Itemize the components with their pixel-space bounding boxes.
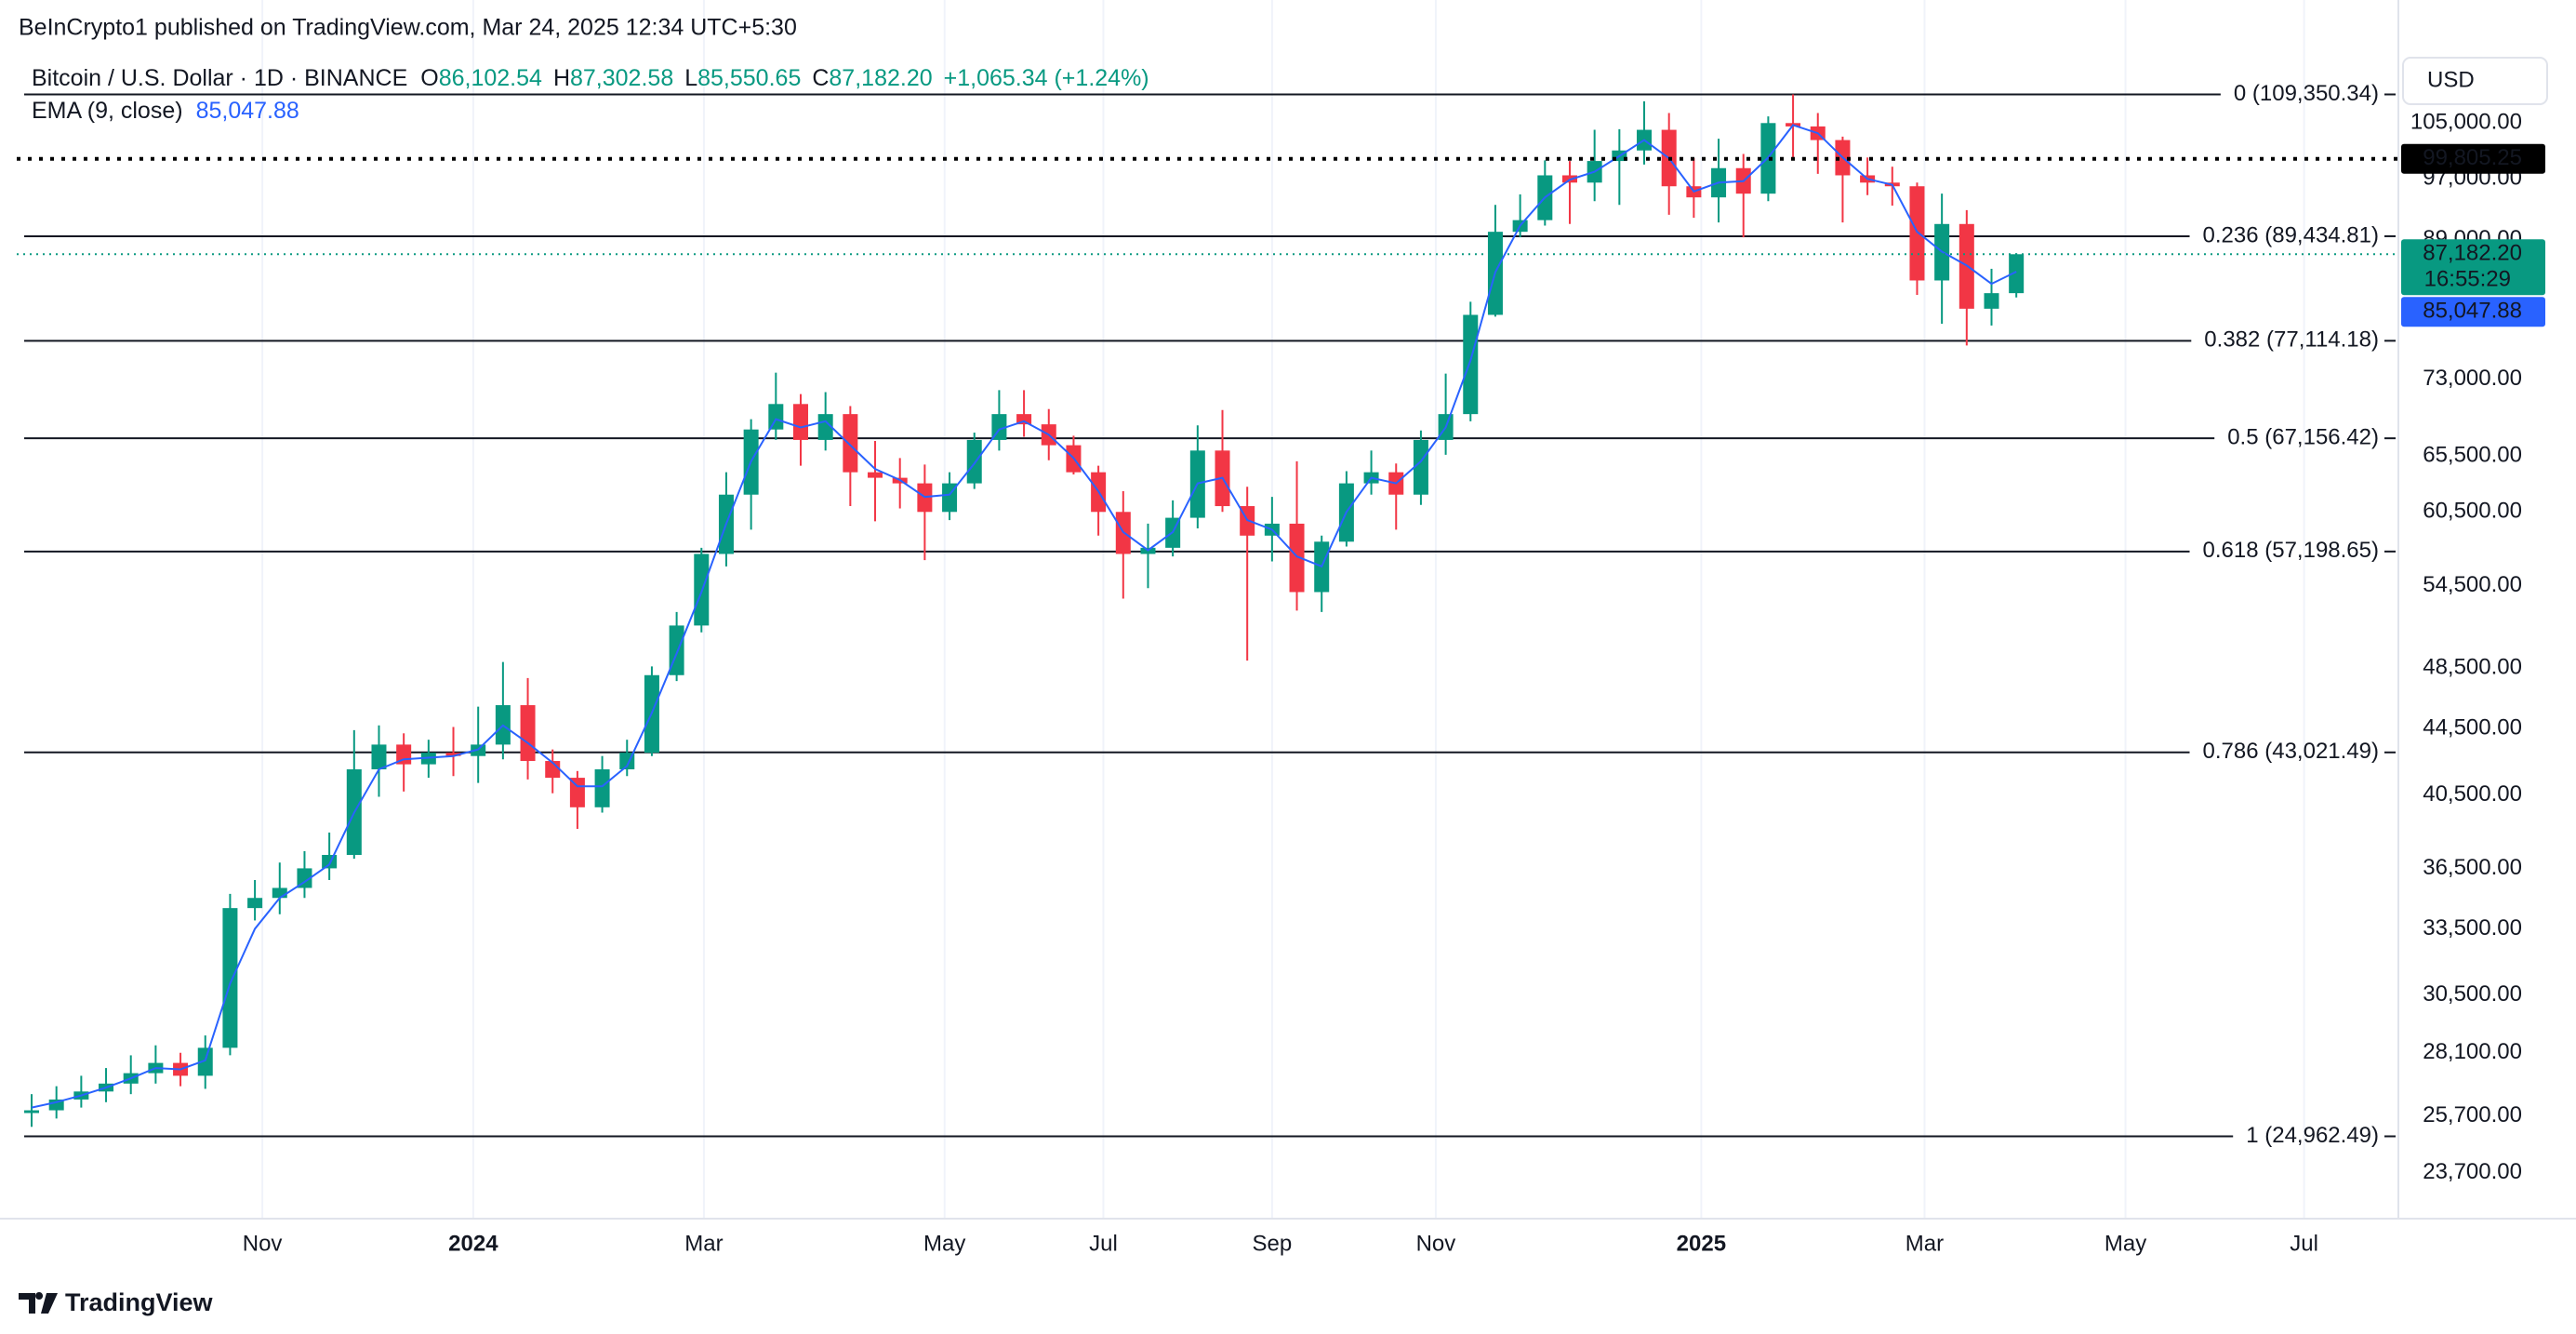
price-tag-countdown: 16:55:29 [2424, 267, 2511, 292]
candle-body [868, 472, 883, 478]
candle-body [817, 414, 833, 440]
x-tick-label: Jul [1089, 1231, 1118, 1256]
tv-logo-text: TradingView [65, 1288, 214, 1316]
price-tag [2401, 143, 2545, 174]
candle-body [48, 1099, 64, 1111]
price-tag [2401, 297, 2545, 327]
candle-body [322, 855, 338, 869]
ema-legend: EMA (9, close) 85,047.88 [32, 98, 299, 124]
price-tag-label: 87,182.20 [2423, 241, 2522, 266]
ema-name: EMA (9, close) [32, 98, 183, 124]
tv-logo-icon [19, 1292, 58, 1314]
candle-body [2009, 254, 2025, 294]
y-tick-label: 54,500.00 [2423, 572, 2522, 597]
candle-body [1016, 414, 1032, 425]
y-tick-label: 28,100.00 [2423, 1039, 2522, 1064]
price-tag-label: 85,047.88 [2423, 299, 2522, 324]
ema-value: 85,047.88 [196, 98, 299, 124]
ohlc-value: 85,550.65 [697, 65, 801, 91]
y-tick-label: 60,500.00 [2423, 499, 2522, 524]
ohlc-key: O [420, 65, 438, 91]
x-tick-label: Nov [1416, 1231, 1456, 1256]
price-tag-label: 99,805.25 [2423, 145, 2522, 170]
candle-body [222, 908, 238, 1048]
y-tick-label: 23,700.00 [2423, 1159, 2522, 1184]
level-label: 0.5 (67,156.42) [2227, 424, 2379, 449]
y-tick-label: 73,000.00 [2423, 366, 2522, 391]
price-tag [2401, 239, 2545, 296]
x-tick-label: Nov [243, 1231, 283, 1256]
fib-levels: 0 (109,350.34) 0.236 (89,434.81) 0.382 (77… [24, 81, 2396, 1148]
level-label: 0.382 (77,114.18) [2204, 327, 2379, 353]
candle-body [24, 1110, 40, 1114]
x-tick-label: Jul [2290, 1231, 2318, 1256]
candle-body [569, 778, 585, 807]
candle-body [1984, 293, 1999, 309]
candle-body [445, 753, 461, 756]
y-tick-label: 40,500.00 [2423, 781, 2522, 807]
x-tick-label: 2025 [1677, 1231, 1726, 1256]
x-tick-label: Mar [684, 1231, 723, 1256]
candle-body [1413, 439, 1428, 495]
y-tick-label: 30,500.00 [2423, 981, 2522, 1007]
candle-body [247, 898, 263, 909]
level-label: 1 (24,962.49) [2246, 1123, 2379, 1148]
ohlc-key: C [812, 65, 829, 91]
candle-body [197, 1047, 213, 1076]
y-tick-label: 105,000.00 [2410, 110, 2522, 135]
candle-body [966, 439, 982, 484]
y-tick-label: 48,500.00 [2423, 654, 2522, 679]
x-tick-label: May [2105, 1231, 2146, 1256]
ohlc-value: 87,182.20 [829, 65, 932, 91]
candle-body [1909, 186, 1925, 281]
y-tick-label: 44,500.00 [2423, 715, 2522, 740]
candle-body [1289, 523, 1305, 593]
change: +1,065.34 (+1.24%) [944, 65, 1149, 91]
level-label: 0.618 (57,198.65) [2203, 538, 2379, 563]
x-tick-label: Sep [1253, 1231, 1293, 1256]
x-tick-label: Mar [1905, 1231, 1944, 1256]
y-tick-label: 36,500.00 [2423, 855, 2522, 880]
x-tick-label: 2024 [448, 1231, 498, 1256]
level-label: 0 (109,350.34) [2234, 81, 2379, 106]
tv-logo: TradingView [19, 1288, 214, 1316]
currency-box [2402, 57, 2548, 105]
published-note: BeInCrypto1 published on TradingView.com… [19, 15, 797, 41]
ohlc-key: L [684, 65, 697, 91]
ema-line [31, 124, 2017, 1109]
ohlc-key: H [553, 65, 570, 91]
y-tick-label: 25,700.00 [2423, 1102, 2522, 1127]
candle-body [843, 414, 858, 473]
candle-body [520, 705, 536, 762]
ohlc-value: 86,102.54 [439, 65, 542, 91]
candle-body [594, 769, 610, 807]
y-tick-label: 33,500.00 [2423, 915, 2522, 940]
axes: 105,000.0097,000.0089,000.0073,000.0065,… [243, 110, 2522, 1257]
grid [261, 0, 2305, 1219]
x-tick-label: May [923, 1231, 965, 1256]
symbol: Bitcoin / U.S. Dollar · 1D · BINANCE [32, 65, 407, 91]
candle-body [792, 404, 808, 440]
currency: USD [2427, 67, 2475, 92]
candle-body [1463, 314, 1479, 415]
ohlc-value: 87,302.58 [570, 65, 673, 91]
symbol-legend: Bitcoin / U.S. Dollar · 1D · BINANCE O86,… [32, 65, 1149, 91]
level-label: 0.786 (43,021.49) [2203, 739, 2379, 764]
candles [24, 94, 2025, 1127]
level-label: 0.236 (89,434.81) [2203, 222, 2379, 247]
candle-body [272, 887, 287, 899]
candle-body [371, 744, 387, 770]
y-tick-label: 65,500.00 [2423, 442, 2522, 467]
candle-body [297, 868, 312, 888]
candle-body [768, 404, 784, 430]
